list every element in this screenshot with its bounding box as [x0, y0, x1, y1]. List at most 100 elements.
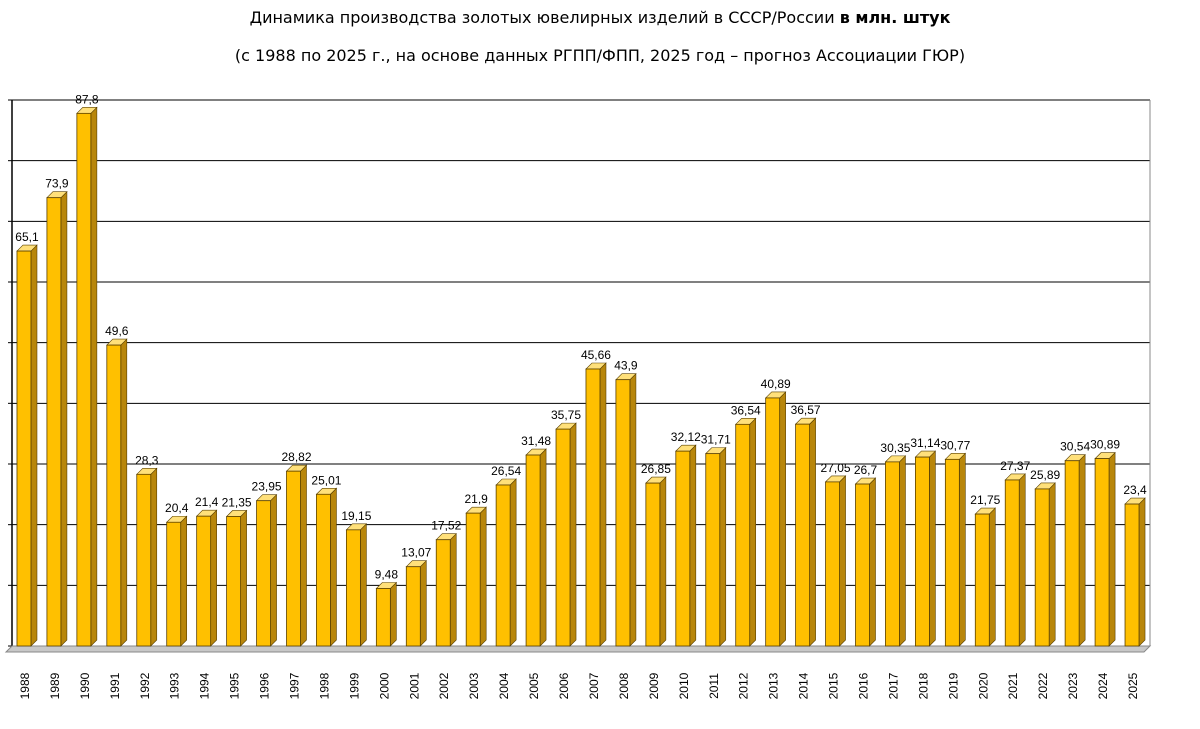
- bar: [765, 397, 781, 647]
- data-label: 23,4: [1123, 483, 1147, 497]
- bar: [855, 483, 870, 647]
- chart-subtitle: (с 1988 по 2025 г., на основе данных РГП…: [234, 46, 966, 65]
- x-tick-label: 2021: [1006, 672, 1020, 699]
- x-tick-label: 1994: [198, 672, 212, 699]
- bar-side: [1018, 473, 1026, 647]
- bar: [825, 481, 840, 647]
- data-label: 25,01: [311, 473, 341, 487]
- x-tick-label: 2004: [497, 672, 511, 699]
- bar-side: [390, 581, 397, 647]
- x-tick-label: 2019: [946, 672, 960, 699]
- bar: [375, 588, 391, 647]
- x-tick-label: 2009: [647, 672, 661, 699]
- bar-side: [659, 476, 667, 647]
- data-label: 21,35: [222, 495, 252, 509]
- data-label: 32,12: [671, 430, 701, 444]
- data-label: 28,3: [135, 453, 159, 467]
- bar: [256, 500, 271, 647]
- data-label: 9,48: [375, 567, 399, 581]
- x-tick-label: 2006: [557, 672, 571, 699]
- bar: [1094, 458, 1110, 647]
- data-label: 49,6: [105, 324, 129, 338]
- bar-side: [809, 417, 816, 647]
- bar-side: [150, 467, 158, 647]
- bar-side: [929, 450, 936, 647]
- x-tick-label: 2022: [1036, 672, 1050, 699]
- x-tick-label: 2001: [407, 672, 421, 699]
- bar-side: [1048, 482, 1056, 647]
- data-label: 26,85: [641, 462, 671, 476]
- bar: [46, 197, 62, 647]
- bar: [1034, 488, 1050, 647]
- bar: [645, 482, 661, 647]
- bar: [974, 513, 990, 647]
- bar-side: [629, 372, 637, 647]
- x-tick-label: 1996: [258, 672, 272, 699]
- x-tick-label: 2018: [916, 672, 930, 699]
- data-label: 36,54: [731, 403, 761, 417]
- bar: [705, 453, 721, 647]
- bar-side: [300, 464, 307, 647]
- data-label: 30,35: [880, 441, 910, 455]
- x-tick-label: 2011: [707, 673, 721, 699]
- data-label: 43,9: [614, 359, 638, 373]
- data-label: 25,89: [1030, 468, 1060, 482]
- bar-side: [1138, 497, 1146, 647]
- data-label: 31,14: [910, 436, 940, 450]
- bar-side: [539, 448, 547, 647]
- data-label: 31,48: [521, 434, 551, 448]
- bar-side: [599, 362, 607, 647]
- bar-side: [90, 106, 98, 647]
- bar: [675, 450, 691, 647]
- x-tick-label: 2017: [886, 672, 900, 699]
- bar-side: [509, 478, 517, 647]
- data-label: 31,71: [701, 433, 731, 447]
- x-tick-label: 1995: [228, 672, 242, 699]
- bar: [465, 512, 481, 647]
- x-tick-label: 2023: [1066, 672, 1080, 699]
- x-tick-label: 1999: [347, 672, 361, 699]
- x-tick-label: 2005: [527, 672, 541, 699]
- bar-side: [240, 509, 247, 647]
- bar-side: [779, 391, 786, 647]
- bar-side: [899, 455, 906, 647]
- bar: [555, 428, 571, 647]
- bar: [405, 566, 421, 647]
- x-tick-label: 2016: [857, 672, 871, 699]
- bar-side: [839, 475, 846, 647]
- data-label: 35,75: [551, 408, 581, 422]
- bar: [495, 484, 511, 647]
- bar-side: [719, 446, 727, 647]
- x-tick-label: 2003: [467, 672, 481, 699]
- bar-side: [988, 507, 996, 647]
- x-tick-label: 2024: [1096, 672, 1110, 699]
- data-label: 26,54: [491, 464, 521, 478]
- data-label: 36,57: [791, 403, 821, 417]
- bar-side: [449, 532, 457, 647]
- bar: [914, 456, 930, 647]
- chart-title-main: Динамика производства золотых ювелирных …: [249, 8, 835, 27]
- bar: [345, 529, 361, 647]
- bar-side: [1078, 453, 1086, 647]
- bar-side: [869, 477, 876, 647]
- data-label: 20,4: [165, 501, 189, 515]
- bar-side: [60, 190, 68, 647]
- bar-side: [360, 523, 367, 647]
- bar: [106, 344, 122, 647]
- data-label: 19,15: [341, 509, 371, 523]
- x-tick-label: 2013: [767, 672, 781, 699]
- chart-title-unit: в млн. штук: [839, 8, 951, 27]
- bar: [1124, 503, 1140, 647]
- chart-title: Динамика производства золотых ювелирных …: [0, 8, 1200, 27]
- data-label: 65,1: [15, 230, 39, 244]
- bar: [316, 493, 331, 647]
- data-label: 13,07: [401, 546, 431, 560]
- x-tick-label: 1993: [168, 672, 182, 699]
- bar: [286, 470, 301, 647]
- bar: [16, 250, 32, 647]
- bar: [525, 454, 541, 647]
- data-label: 23,95: [252, 480, 282, 494]
- bar-side: [479, 506, 487, 647]
- data-label: 40,89: [761, 377, 791, 391]
- bar-side: [210, 509, 217, 647]
